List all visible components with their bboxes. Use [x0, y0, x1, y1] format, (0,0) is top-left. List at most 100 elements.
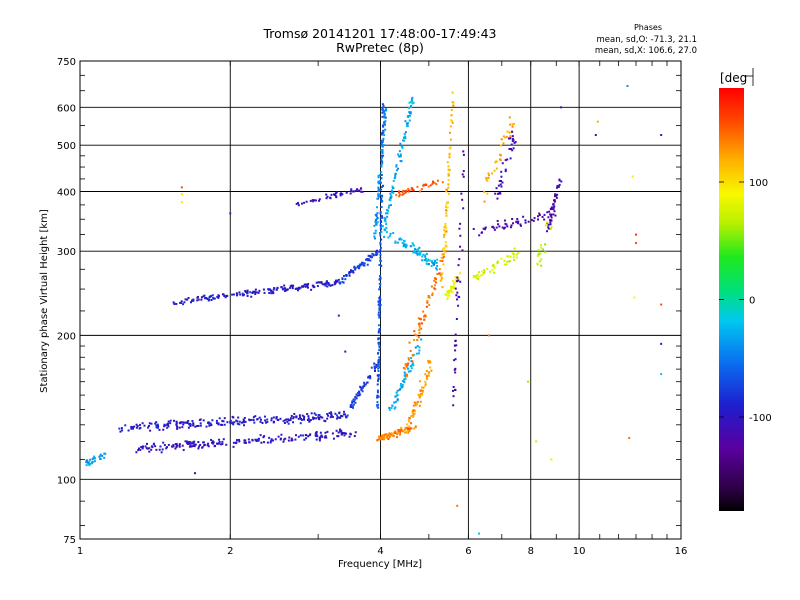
data-point — [238, 291, 241, 294]
data-point — [335, 196, 338, 199]
data-point — [254, 293, 257, 296]
data-point — [517, 222, 520, 225]
data-point — [332, 437, 335, 440]
data-point — [254, 438, 257, 441]
data-point — [316, 435, 319, 438]
data-point — [426, 259, 429, 262]
data-point — [483, 271, 486, 274]
data-point — [500, 179, 503, 182]
data-point — [500, 144, 503, 147]
data-point — [251, 291, 254, 294]
data-point — [272, 420, 275, 423]
data-point — [335, 417, 338, 420]
data-point — [401, 191, 404, 194]
data-point — [452, 104, 455, 107]
data-point — [429, 366, 432, 369]
data-point — [354, 268, 357, 271]
data-point — [415, 251, 418, 254]
data-point — [396, 398, 399, 401]
data-point — [345, 416, 348, 419]
data-point — [268, 436, 271, 439]
data-point — [426, 377, 429, 380]
data-point — [407, 106, 410, 109]
data-point — [379, 249, 382, 252]
data-point — [396, 153, 399, 156]
data-point — [438, 272, 441, 275]
data-point — [444, 244, 447, 247]
data-point — [414, 346, 417, 349]
data-point — [392, 191, 395, 194]
data-point — [243, 419, 246, 422]
data-point — [146, 442, 149, 445]
data-point — [188, 445, 191, 448]
data-point — [309, 199, 312, 202]
data-point — [380, 238, 383, 241]
data-point — [416, 252, 419, 255]
data-point — [358, 391, 361, 394]
data-point — [178, 445, 181, 448]
data-point — [373, 232, 376, 235]
data-point — [373, 235, 376, 238]
data-point — [444, 293, 447, 296]
data-point — [270, 289, 273, 292]
data-point — [391, 185, 394, 188]
data-point — [446, 201, 449, 204]
data-point — [337, 416, 340, 419]
data-point — [231, 421, 234, 424]
data-point — [379, 223, 382, 226]
data-point — [511, 251, 514, 254]
data-point — [462, 207, 465, 210]
data-point — [376, 352, 379, 355]
data-point — [282, 420, 285, 423]
data-point — [394, 400, 397, 403]
data-point — [298, 286, 301, 289]
data-point — [456, 280, 459, 283]
data-point — [305, 437, 308, 440]
data-point — [455, 318, 458, 321]
data-point — [328, 412, 331, 415]
data-point — [259, 434, 262, 437]
data-point — [413, 427, 416, 430]
data-point — [556, 193, 559, 196]
data-point — [390, 406, 393, 409]
data-point — [410, 98, 413, 101]
data-point — [170, 445, 173, 448]
data-point — [398, 238, 401, 241]
data-point — [403, 136, 406, 139]
data-point — [417, 352, 420, 355]
data-point — [279, 438, 282, 441]
data-point — [321, 282, 324, 285]
data-point — [539, 244, 542, 247]
data-point — [329, 284, 332, 287]
data-point — [155, 421, 158, 424]
y-axis-label: Stationary phase Virtual Height [km] — [39, 209, 50, 393]
data-point — [261, 421, 264, 424]
data-point — [272, 416, 275, 419]
data-point — [404, 120, 407, 123]
data-point — [290, 284, 293, 287]
data-point — [329, 416, 332, 419]
data-point — [408, 119, 411, 122]
data-point — [458, 258, 461, 261]
data-point — [373, 365, 376, 368]
data-point — [506, 260, 509, 263]
data-point — [406, 375, 409, 378]
data-point — [401, 193, 404, 196]
data-point — [408, 341, 411, 344]
data-point — [377, 313, 380, 316]
data-point — [369, 259, 372, 262]
data-point — [448, 131, 451, 134]
data-point — [516, 256, 519, 259]
data-point — [336, 435, 339, 438]
data-point — [287, 419, 290, 422]
data-point — [101, 454, 104, 457]
data-point — [412, 354, 415, 357]
data-point — [334, 412, 337, 415]
data-point — [660, 303, 663, 306]
data-point — [383, 438, 386, 441]
data-point — [445, 250, 448, 253]
data-point — [384, 220, 387, 223]
data-point — [390, 195, 393, 198]
data-point — [441, 260, 444, 263]
data-point — [378, 330, 381, 333]
